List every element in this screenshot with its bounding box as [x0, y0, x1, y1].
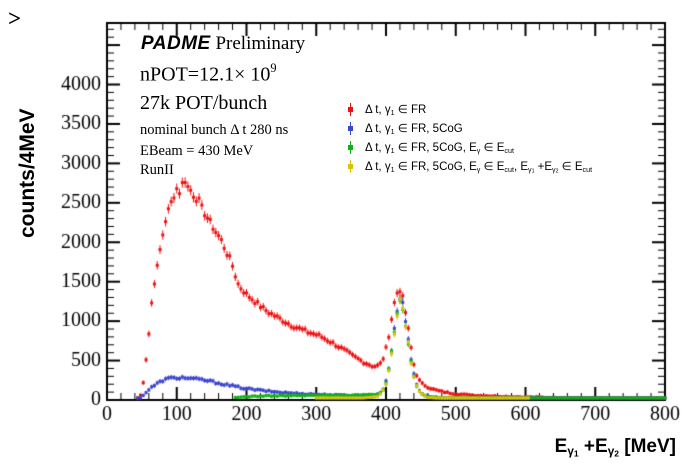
script-part: 1	[390, 146, 395, 155]
script-part: cut	[504, 146, 514, 155]
experiment-watermark: PADME Preliminary	[141, 33, 305, 55]
marker-square-glyph	[348, 107, 353, 112]
legend-marker-icon	[346, 103, 355, 116]
y-axis-title: counts/4MeV	[16, 108, 39, 238]
x-axis-title: Eγ1 +Eγ2 [MeV]	[555, 436, 676, 459]
legend-marker-icon	[346, 141, 355, 154]
legend-item-0: Δ t, γ1 ∈ FR	[346, 100, 592, 119]
script-part: 1	[390, 127, 395, 136]
script-part: 2	[614, 448, 619, 459]
script-part: γ	[552, 165, 556, 174]
text-part: ∈ FR	[394, 104, 427, 117]
text-part: ∈ E	[480, 142, 505, 155]
pot-per-bunch-annotation: 27k POT/bunch	[140, 92, 268, 114]
script-part: γ	[476, 165, 481, 174]
script-part: γ	[607, 444, 615, 458]
text-part: nPOT=12.1× 10	[140, 63, 271, 86]
npot-annotation: nPOT=12.1× 109	[140, 61, 277, 86]
text-part: Δ t, γ	[365, 123, 391, 136]
script-part: cut	[582, 165, 593, 174]
text-part: E	[554, 436, 568, 457]
legend-item-label: Δ t, γ1 ∈ FR	[365, 102, 426, 117]
text-part: ∈ FR, 5CoG	[394, 123, 463, 136]
script-part: 1	[390, 165, 395, 174]
script-part: 1	[531, 168, 535, 175]
marker-square-glyph	[348, 164, 353, 169]
run-annotation: RunII	[140, 162, 174, 178]
text-part: ∈ E	[558, 160, 583, 173]
script-part: 9	[270, 61, 277, 75]
legend-item-label: Δ t, γ1 ∈ FR, 5CoG	[365, 121, 463, 136]
text-part: [MeV]	[619, 436, 676, 457]
legend: Δ t, γ1 ∈ FR Δ t, γ1 ∈ FR, 5CoG Δ t, γ1 ∈ …	[346, 100, 592, 176]
script-part: 1	[573, 448, 579, 459]
legend-item-2: Δ t, γ1 ∈ FR, 5CoG, Eγ ∈ Ecut	[346, 138, 592, 157]
script-part: γ	[476, 146, 481, 155]
legend-item-label: Δ t, γ1 ∈ FR, 5CoG, Eγ ∈ Ecut, Eγ1 +Eγ2 …	[365, 159, 592, 175]
text-part: Δ t, γ	[365, 104, 391, 117]
legend-marker-icon	[346, 122, 355, 135]
text-part: ∈ E	[480, 160, 505, 173]
text-part: ∈ FR, 5CoG, E	[394, 142, 477, 155]
legend-item-1: Δ t, γ1 ∈ FR, 5CoG	[346, 119, 592, 138]
text-part: ∈ FR, 5CoG, E	[394, 160, 477, 173]
legend-item-label: Δ t, γ1 ∈ FR, 5CoG, Eγ ∈ Ecut	[365, 140, 514, 155]
marker-square-glyph	[348, 145, 353, 150]
script-part: γ	[567, 444, 574, 458]
padme-logo-text: PADME	[141, 33, 211, 54]
script-part: 2	[555, 168, 559, 175]
preliminary-label: Preliminary	[210, 33, 306, 54]
corner-artifact-glyph: >	[8, 6, 22, 31]
beam-energy-annotation: EBeam = 430 MeV	[140, 143, 254, 159]
text-part: Δ t, γ	[365, 142, 391, 155]
text-part: Δ t, γ	[365, 160, 391, 173]
legend-marker-icon	[346, 160, 355, 173]
script-part: γ	[528, 165, 532, 174]
script-part: 1	[390, 108, 395, 117]
text-part: +E	[578, 436, 608, 457]
marker-square-glyph	[348, 126, 353, 131]
legend-item-3: Δ t, γ1 ∈ FR, 5CoG, Eγ ∈ Ecut, Eγ1 +Eγ2 …	[346, 157, 592, 176]
bunch-length-annotation: nominal bunch Δ t 280 ns	[140, 122, 289, 138]
text-part: +E	[534, 160, 553, 173]
script-part: cut	[504, 165, 514, 174]
text-part: , E	[513, 160, 528, 173]
